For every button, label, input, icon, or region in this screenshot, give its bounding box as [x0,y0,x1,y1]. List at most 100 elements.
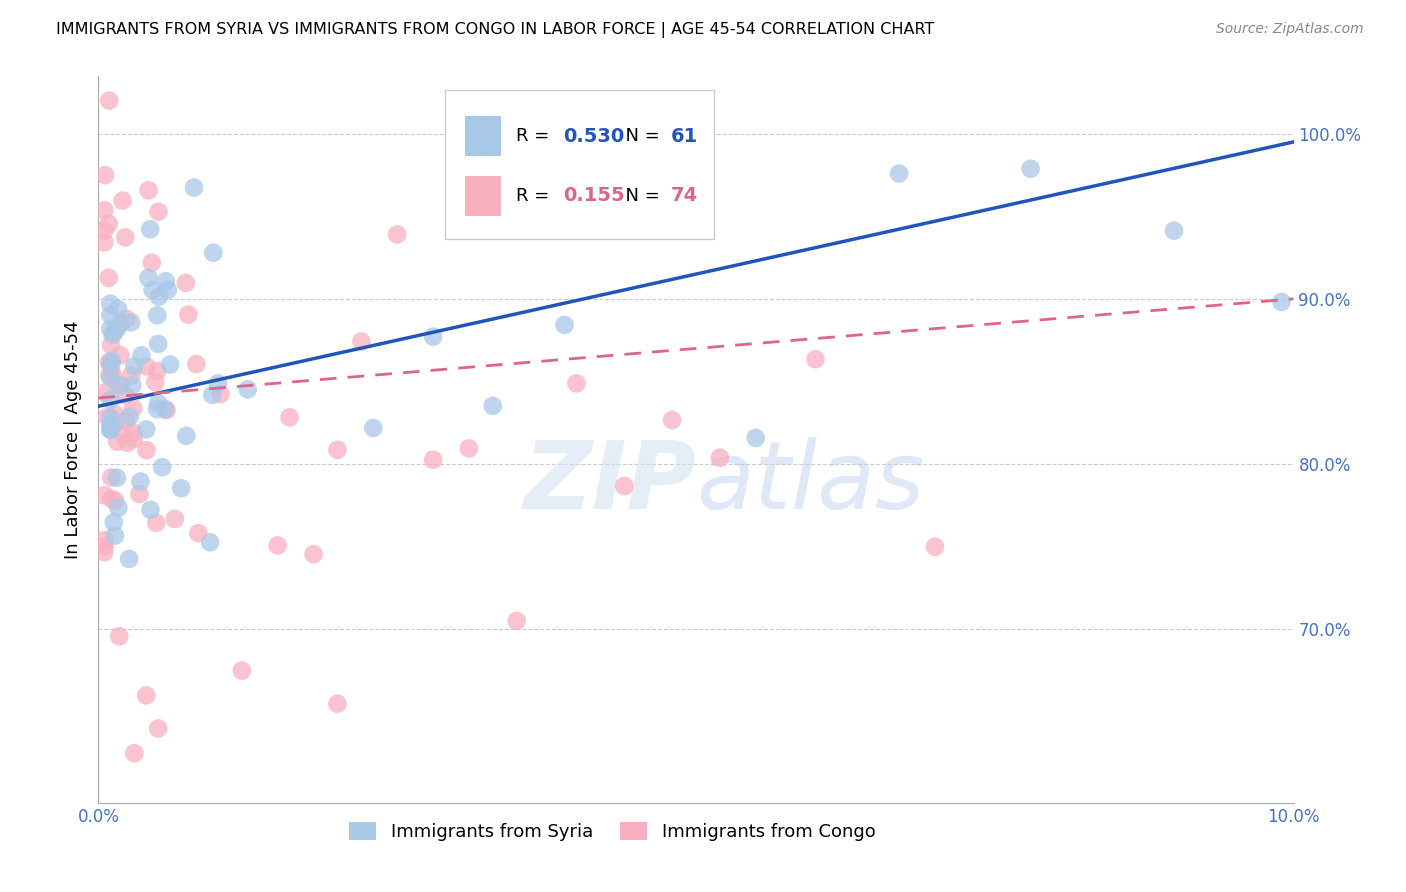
Bar [465,116,501,156]
Point [148,722,170,736]
Text: atlas: atlas [696,437,924,528]
Text: 61: 61 [671,127,699,145]
Point [155,274,177,288]
Point [111,427,134,442]
Point [138,270,160,285]
Point [422,452,444,467]
Text: R =: R = [516,128,554,145]
FancyBboxPatch shape [446,90,714,239]
Point [100,470,122,484]
Point [146,308,169,322]
Point [148,204,170,219]
Point [98,355,121,369]
Point [122,425,145,440]
Point [107,302,129,317]
Point [98,417,122,432]
Point [207,376,229,391]
Point [174,276,197,290]
Point [1163,224,1185,238]
Point [554,318,576,332]
Text: R =: R = [516,186,554,205]
Point [198,535,221,549]
Point [93,488,115,502]
Point [114,230,136,244]
Point [146,402,169,417]
Point [148,337,170,351]
Point [98,308,122,322]
Point [117,436,139,450]
Point [139,503,162,517]
Point [153,402,176,417]
Point [482,399,505,413]
Point [93,235,115,250]
Point [236,382,259,396]
Point [709,450,731,465]
Point [118,552,141,566]
Y-axis label: In Labor Force | Age 45-54: In Labor Force | Age 45-54 [63,320,82,558]
Point [267,538,290,552]
Point [1019,161,1042,176]
Point [98,423,122,437]
Point [326,442,349,457]
Point [122,401,145,416]
Point [138,183,160,197]
Point [145,516,167,530]
Point [97,270,120,285]
Point [105,434,128,449]
Point [100,338,122,352]
Point [93,223,115,237]
Point [93,545,115,559]
Point [231,664,253,678]
Point [107,500,129,515]
Point [637,172,659,186]
Point [98,368,121,382]
Point [93,533,115,548]
Point [98,356,122,370]
Point [135,443,157,458]
Point [100,360,122,375]
Point [98,94,121,108]
Text: Source: ZipAtlas.com: Source: ZipAtlas.com [1216,22,1364,37]
Point [422,329,444,343]
Text: N =: N = [613,128,665,145]
Point [924,540,946,554]
Point [458,442,481,456]
Point [661,413,683,427]
Text: N =: N = [613,186,665,205]
Point [94,385,117,400]
Point [209,387,232,401]
Point [97,217,120,231]
Point [135,689,157,703]
Point [174,429,197,443]
Point [105,471,128,485]
Point [326,697,349,711]
Point [613,479,636,493]
Point [159,358,181,372]
Point [103,417,125,432]
Point [115,414,138,428]
Point [98,422,122,436]
Point [186,357,208,371]
Point [163,512,186,526]
Point [98,410,122,425]
Point [104,408,127,422]
Point [107,377,129,392]
Text: ZIP: ZIP [523,437,696,529]
Point [135,359,157,374]
Point [100,491,122,506]
Point [104,528,127,542]
Point [103,325,125,339]
Point [141,256,163,270]
Point [114,388,136,402]
Point [108,317,131,331]
Point [201,388,224,402]
Point [156,283,179,297]
Point [565,376,588,391]
Point [110,378,132,392]
Point [105,322,128,336]
Point [146,364,169,378]
Point [120,315,142,329]
Point [108,629,131,643]
Point [131,348,153,362]
Point [122,432,145,446]
